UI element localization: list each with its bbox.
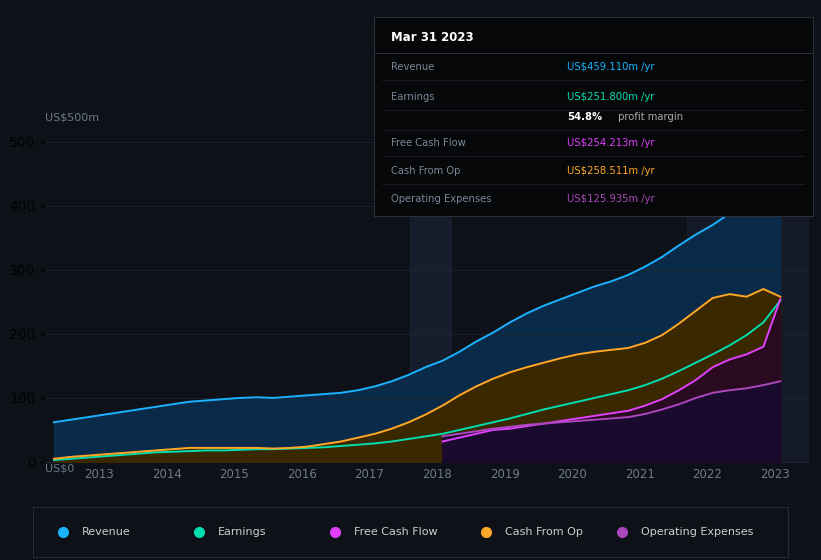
Text: US$125.935m /yr: US$125.935m /yr <box>566 194 654 204</box>
Bar <box>410 129 451 462</box>
Text: Revenue: Revenue <box>82 527 131 537</box>
Text: Earnings: Earnings <box>218 527 266 537</box>
Text: Earnings: Earnings <box>391 92 435 102</box>
Text: Operating Expenses: Operating Expenses <box>641 527 753 537</box>
Text: Operating Expenses: Operating Expenses <box>391 194 492 204</box>
Text: Mar 31 2023: Mar 31 2023 <box>391 31 474 44</box>
Text: Cash From Op: Cash From Op <box>505 527 583 537</box>
Text: US$500m: US$500m <box>45 112 99 122</box>
Text: profit margin: profit margin <box>615 112 683 122</box>
Text: US$0: US$0 <box>45 464 75 474</box>
Bar <box>687 129 809 462</box>
Text: US$251.800m /yr: US$251.800m /yr <box>566 92 654 102</box>
Text: Cash From Op: Cash From Op <box>391 166 461 176</box>
Text: US$258.511m /yr: US$258.511m /yr <box>566 166 654 176</box>
Text: US$459.110m /yr: US$459.110m /yr <box>566 63 654 72</box>
Text: 54.8%: 54.8% <box>566 112 602 122</box>
Text: Revenue: Revenue <box>391 63 434 72</box>
Text: US$254.213m /yr: US$254.213m /yr <box>566 138 654 148</box>
Text: Free Cash Flow: Free Cash Flow <box>354 527 438 537</box>
Text: Free Cash Flow: Free Cash Flow <box>391 138 466 148</box>
